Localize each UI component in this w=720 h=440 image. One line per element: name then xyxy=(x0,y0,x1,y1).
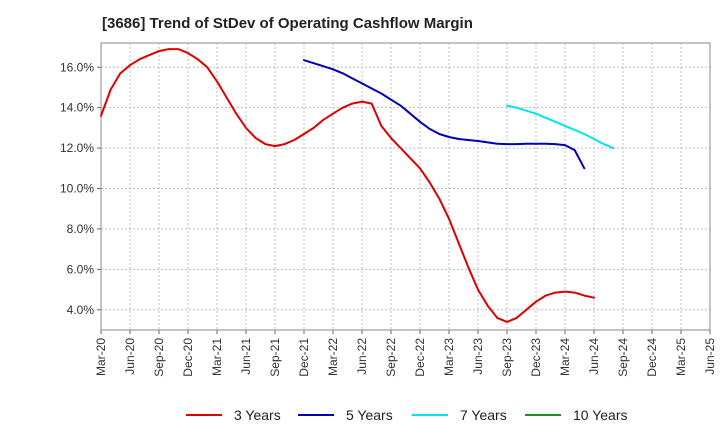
x-tick-label: Dec-22 xyxy=(413,338,427,377)
legend-item-10-years: 10 Years xyxy=(525,404,628,426)
x-tick-label: Dec-21 xyxy=(297,338,311,377)
x-tick-label: Mar-20 xyxy=(94,338,108,376)
legend-item-3-years: 3 Years xyxy=(186,404,281,426)
legend-swatch-10-years xyxy=(525,414,561,416)
chart-title: [3686] Trend of StDev of Operating Cashf… xyxy=(102,15,473,32)
x-tick-label: Sep-21 xyxy=(268,338,282,377)
legend-label-7-years: 7 Years xyxy=(460,407,507,423)
y-tick-label: 16.0% xyxy=(60,60,94,74)
legend-swatch-3-years xyxy=(186,414,222,416)
legend: 3 Years 5 Years 7 Years 10 Years xyxy=(0,404,720,426)
x-tick-label: Jun-24 xyxy=(587,338,601,375)
plot-area-frame xyxy=(100,42,711,331)
legend-label-5-years: 5 Years xyxy=(346,407,393,423)
x-tick-label: Jun-22 xyxy=(355,338,369,375)
y-tick-label: 6.0% xyxy=(67,262,95,276)
legend-swatch-7-years xyxy=(412,414,448,416)
y-tick-label: 10.0% xyxy=(60,182,94,196)
x-tick-label: Dec-24 xyxy=(645,338,659,377)
x-tick-label: Sep-22 xyxy=(384,338,398,377)
x-tick-label: Jun-21 xyxy=(239,338,253,375)
y-tick-label: 4.0% xyxy=(67,303,95,317)
legend-item-7-years: 7 Years xyxy=(412,404,507,426)
x-tick-label: Jun-20 xyxy=(123,338,137,375)
series-line-5-years xyxy=(303,59,586,170)
x-tick-label: Sep-23 xyxy=(500,338,514,377)
x-tick-label: Jun-25 xyxy=(703,338,717,375)
x-tick-label: Mar-25 xyxy=(674,338,688,376)
legend-swatch-5-years xyxy=(298,414,334,416)
x-tick-label: Dec-23 xyxy=(529,338,543,377)
series-line-3-years xyxy=(100,48,595,323)
legend-label-3-years: 3 Years xyxy=(234,407,281,423)
x-tick-label: Mar-22 xyxy=(326,338,340,376)
series-line-7-years xyxy=(506,104,615,150)
x-tick-label: Mar-23 xyxy=(442,338,456,376)
y-tick-label: 12.0% xyxy=(60,141,94,155)
y-tick-label: 14.0% xyxy=(60,101,94,115)
x-tick-label: Jun-23 xyxy=(471,338,485,375)
y-tick-label: 8.0% xyxy=(67,222,95,236)
x-tick-label: Sep-24 xyxy=(616,338,630,377)
legend-item-5-years: 5 Years xyxy=(298,404,393,426)
x-tick-label: Sep-20 xyxy=(152,338,166,377)
x-tick-label: Mar-24 xyxy=(558,338,572,376)
legend-label-10-years: 10 Years xyxy=(573,407,628,423)
x-tick-label: Mar-21 xyxy=(210,338,224,376)
x-tick-label: Dec-20 xyxy=(181,338,195,377)
